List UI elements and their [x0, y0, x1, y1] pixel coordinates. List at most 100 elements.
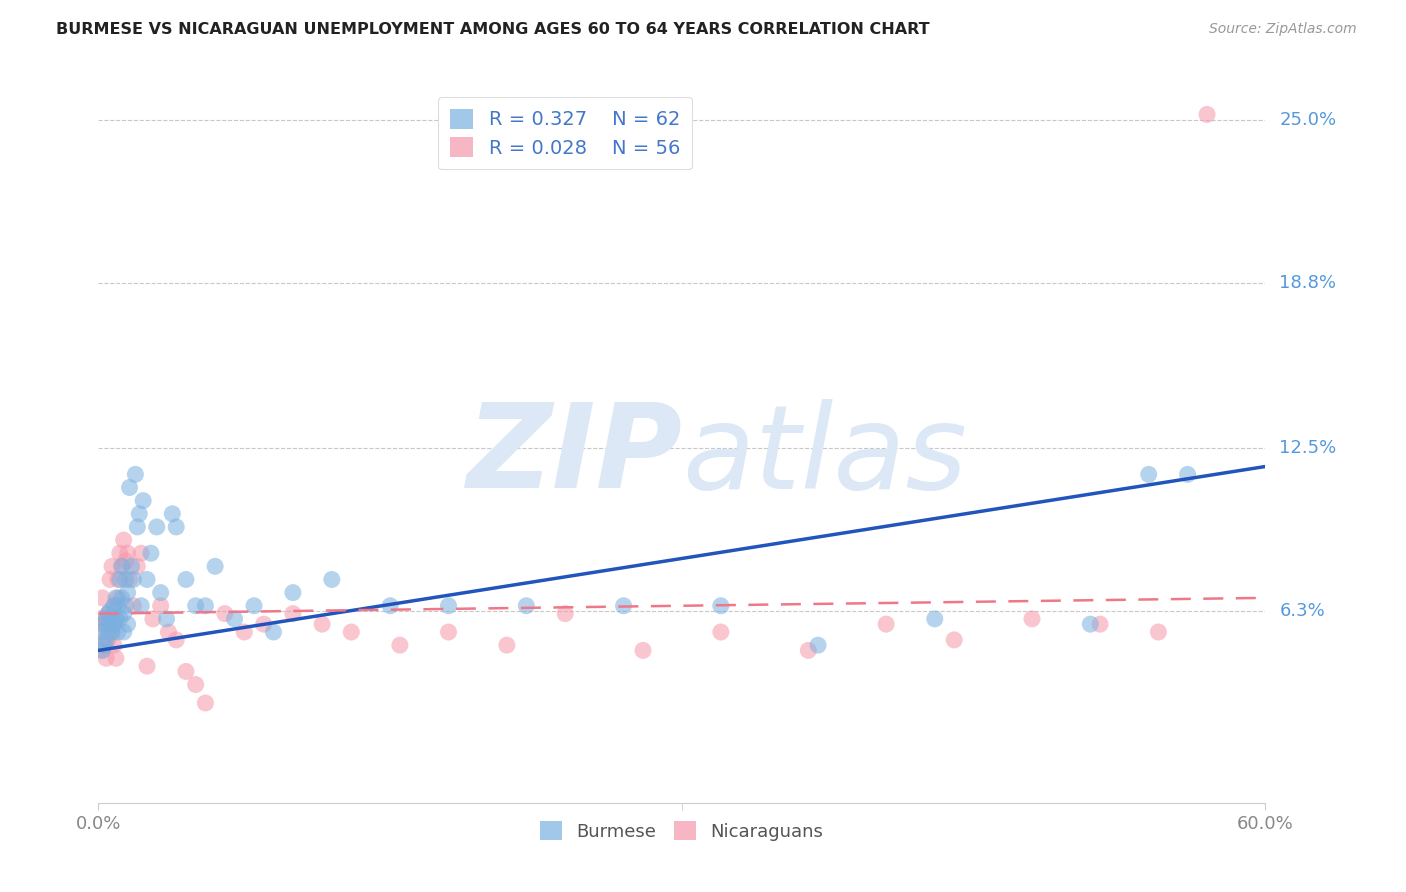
Point	[437, 625, 460, 640]
Point	[165, 632, 187, 647]
Point	[98, 604, 121, 618]
Point	[136, 573, 159, 587]
Point	[117, 585, 139, 599]
Point	[112, 625, 135, 640]
Point	[103, 599, 125, 613]
Point	[127, 559, 149, 574]
Point	[496, 638, 519, 652]
Point	[136, 659, 159, 673]
Point	[129, 546, 152, 560]
Point	[117, 617, 139, 632]
Point	[149, 585, 172, 599]
Point	[127, 520, 149, 534]
Point	[111, 559, 134, 574]
Point	[142, 612, 165, 626]
Point	[91, 643, 114, 657]
Point	[1137, 467, 1160, 482]
Point	[128, 507, 150, 521]
Point	[103, 599, 125, 613]
Text: 25.0%: 25.0%	[1279, 111, 1337, 128]
Point	[96, 651, 118, 665]
Point	[129, 599, 152, 613]
Point	[224, 612, 246, 626]
Point	[89, 625, 111, 640]
Legend: Burmese, Nicaraguans: Burmese, Nicaraguans	[533, 814, 831, 848]
Point	[103, 638, 125, 652]
Text: 6.3%: 6.3%	[1279, 602, 1324, 620]
Point	[108, 546, 131, 560]
Point	[924, 612, 946, 626]
Point	[124, 467, 146, 482]
Point	[710, 625, 733, 640]
Point	[98, 617, 121, 632]
Point	[631, 643, 654, 657]
Point	[1021, 612, 1043, 626]
Point	[139, 546, 162, 560]
Point	[174, 573, 197, 587]
Point	[149, 599, 172, 613]
Point	[108, 612, 131, 626]
Point	[1147, 625, 1170, 640]
Point	[93, 638, 115, 652]
Point	[165, 520, 187, 534]
Point	[1080, 617, 1102, 632]
Point	[107, 625, 129, 640]
Point	[262, 625, 284, 640]
Text: 18.8%: 18.8%	[1279, 274, 1336, 292]
Point	[107, 599, 129, 613]
Point	[515, 599, 537, 613]
Point	[162, 507, 184, 521]
Point	[340, 625, 363, 640]
Point	[204, 559, 226, 574]
Point	[253, 617, 276, 632]
Point	[388, 638, 411, 652]
Point	[797, 643, 820, 657]
Point	[101, 612, 124, 626]
Point	[93, 638, 115, 652]
Point	[155, 612, 177, 626]
Point	[118, 481, 141, 495]
Point	[91, 643, 114, 657]
Point	[98, 617, 121, 632]
Point	[108, 573, 131, 587]
Point	[122, 573, 145, 587]
Point	[97, 607, 120, 621]
Point	[184, 599, 207, 613]
Point	[554, 607, 576, 621]
Text: Source: ZipAtlas.com: Source: ZipAtlas.com	[1209, 22, 1357, 37]
Point	[121, 559, 143, 574]
Point	[233, 625, 256, 640]
Point	[311, 617, 333, 632]
Point	[380, 599, 402, 613]
Point	[132, 493, 155, 508]
Point	[104, 612, 127, 626]
Point	[96, 612, 118, 626]
Point	[96, 632, 118, 647]
Point	[710, 599, 733, 613]
Point	[93, 617, 115, 632]
Point	[943, 632, 966, 647]
Point	[111, 559, 134, 574]
Point	[89, 625, 111, 640]
Point	[321, 573, 343, 587]
Point	[101, 559, 124, 574]
Point	[114, 573, 136, 587]
Point	[98, 573, 121, 587]
Point	[104, 612, 127, 626]
Point	[97, 607, 120, 621]
Point	[107, 573, 129, 587]
Point	[112, 607, 135, 621]
Point	[114, 554, 136, 568]
Point	[184, 677, 207, 691]
Point	[875, 617, 897, 632]
Text: atlas: atlas	[682, 399, 967, 513]
Point	[89, 612, 111, 626]
Point	[146, 520, 169, 534]
Text: 12.5%: 12.5%	[1279, 439, 1337, 457]
Point	[96, 612, 118, 626]
Point	[103, 617, 125, 632]
Text: BURMESE VS NICARAGUAN UNEMPLOYMENT AMONG AGES 60 TO 64 YEARS CORRELATION CHART: BURMESE VS NICARAGUAN UNEMPLOYMENT AMONG…	[56, 22, 929, 37]
Point	[281, 585, 304, 599]
Point	[104, 591, 127, 605]
Point	[1195, 107, 1218, 121]
